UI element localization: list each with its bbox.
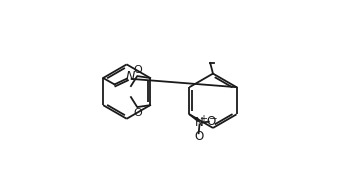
Text: N: N: [195, 116, 204, 129]
Text: O: O: [206, 115, 215, 128]
Text: O: O: [194, 130, 203, 143]
Text: +: +: [199, 114, 207, 124]
Text: O: O: [133, 108, 142, 118]
Text: O: O: [133, 65, 142, 75]
Text: −: −: [209, 114, 218, 124]
Text: N: N: [126, 70, 135, 83]
